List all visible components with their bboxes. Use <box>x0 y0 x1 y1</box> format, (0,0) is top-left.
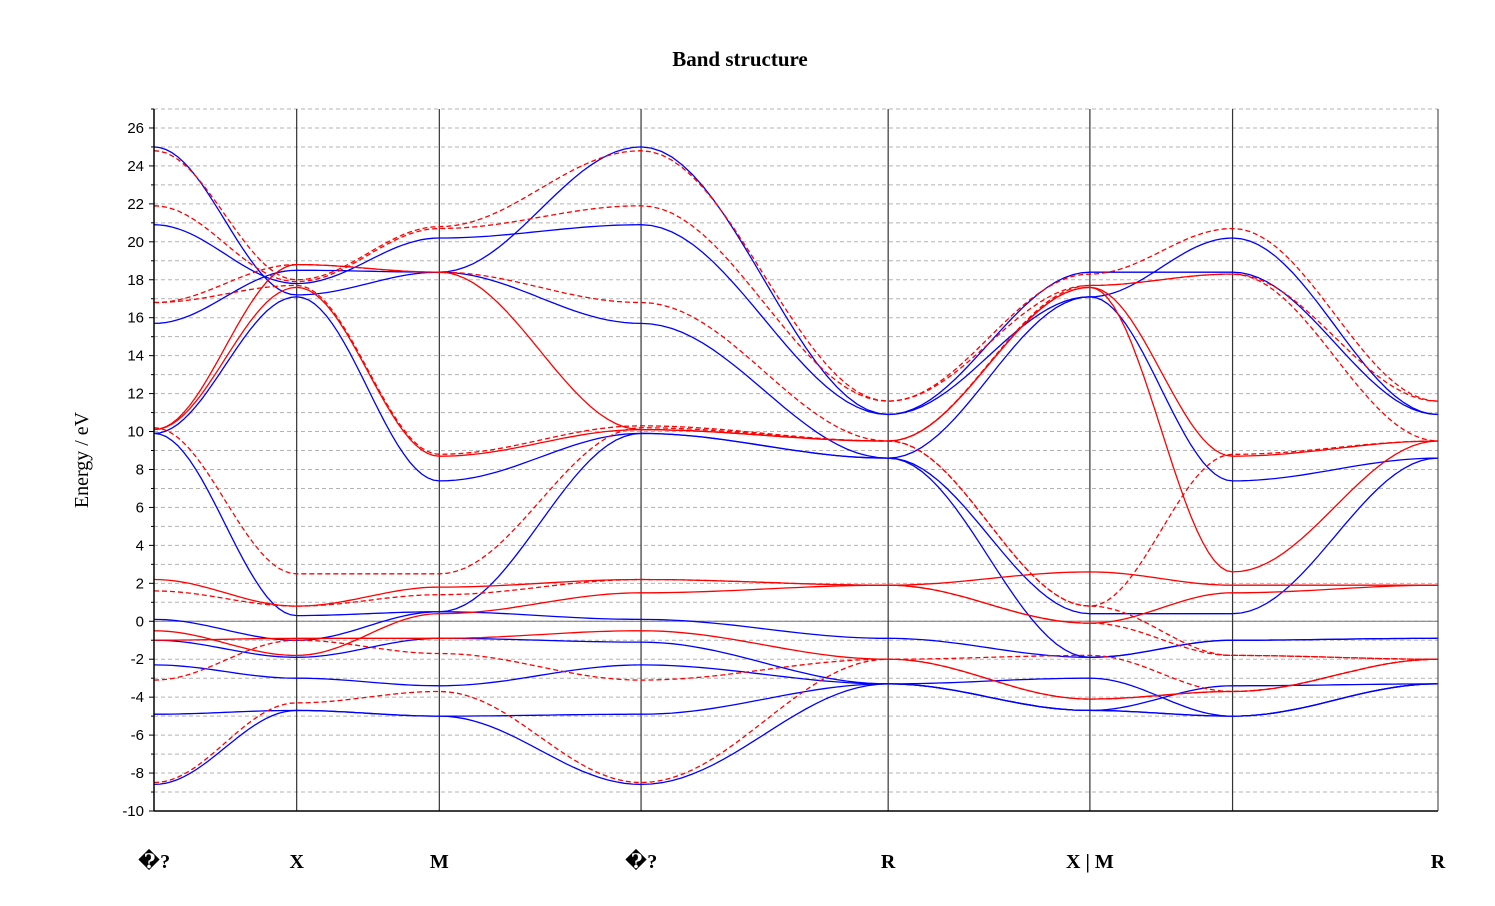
band-line <box>153 637 1438 712</box>
x-tick-labels: �? X M �? R X | M R <box>138 849 1446 873</box>
grid-lines <box>154 108 1438 812</box>
band-line <box>153 427 1438 660</box>
y-tick-label: 8 <box>136 461 144 478</box>
y-tick-label: 0 <box>136 613 144 630</box>
chart-title: Band structure <box>672 47 808 71</box>
y-tick-label: 2 <box>136 575 144 592</box>
band-line <box>153 296 1439 615</box>
band-line <box>154 284 1439 607</box>
y-axis-label: Energy / eV <box>71 411 93 508</box>
y-tick-label: 24 <box>127 158 144 175</box>
y-tick-label: 6 <box>136 499 144 516</box>
x-tick-label: X | M <box>1066 851 1114 873</box>
y-tick-label: 26 <box>127 120 144 137</box>
x-tick-label: R <box>881 851 896 873</box>
x-tick-label: M <box>430 851 449 873</box>
band-lines <box>153 146 1439 786</box>
band-line <box>153 571 1438 607</box>
y-tick-label: -8 <box>131 765 144 782</box>
y-tick-label: 16 <box>127 310 144 327</box>
band-line <box>153 224 1439 416</box>
band-line <box>153 683 1439 786</box>
band-line <box>153 639 1439 693</box>
y-tick-label: 22 <box>127 196 144 213</box>
y-tick-label: 14 <box>127 348 144 365</box>
x-tick-label: �? <box>625 849 657 873</box>
y-tick-label: 12 <box>127 386 144 403</box>
band-line <box>153 150 1439 402</box>
y-tick-label: 18 <box>127 272 144 289</box>
y-tick-label: 20 <box>127 234 144 251</box>
band-line <box>153 205 1439 402</box>
band-line <box>153 664 1439 717</box>
y-tick-label: -4 <box>131 689 144 706</box>
band-line <box>154 630 1439 700</box>
band-line <box>153 146 1439 416</box>
band-line <box>153 578 1438 660</box>
y-tick-label: 10 <box>127 424 144 441</box>
band-line <box>153 286 1439 457</box>
x-tick-label: X <box>289 851 304 873</box>
high-symmetry-lines <box>296 109 1234 811</box>
x-tick-label: R <box>1431 851 1446 873</box>
y-tick-label: -10 <box>122 803 144 820</box>
band-line <box>153 263 1439 573</box>
band-line <box>153 584 1439 657</box>
band-line <box>153 658 1439 784</box>
axes <box>153 109 1439 812</box>
y-tick-label: -2 <box>131 651 144 668</box>
y-tick-label: 4 <box>136 537 144 554</box>
y-tick-label: -6 <box>131 727 144 744</box>
x-tick-label: �? <box>138 849 170 873</box>
band-line <box>153 263 1439 442</box>
band-line <box>153 269 1439 482</box>
